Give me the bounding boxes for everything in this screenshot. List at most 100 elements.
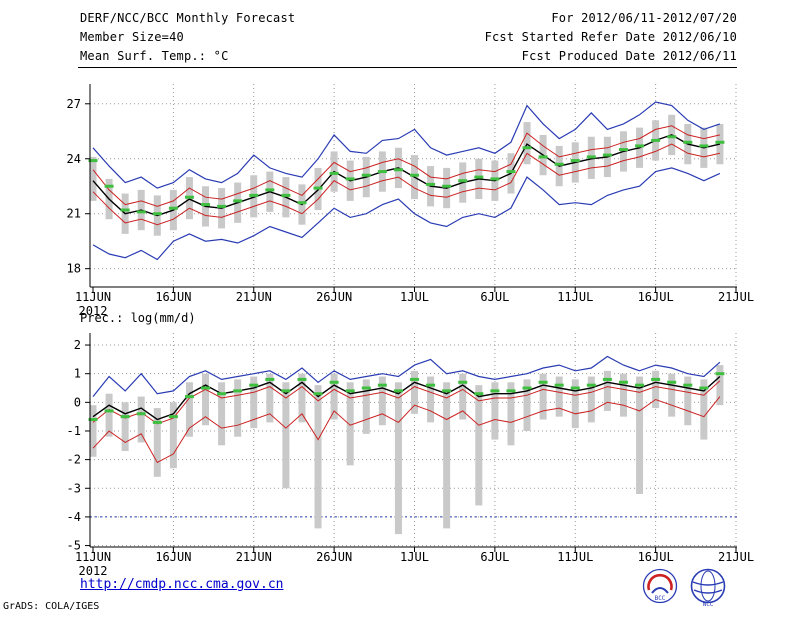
x-tick-label: 21JUL [718, 290, 754, 304]
lower-quartile [92, 143, 721, 226]
y-tick-label: 18 [67, 262, 81, 276]
y-tick-label: 1 [74, 367, 81, 381]
ensemble-spread-bar [507, 382, 515, 446]
ensemble-spread-bar [169, 402, 177, 469]
ensemble-spread-bar [250, 376, 258, 429]
ensemble-spread-bar [571, 379, 579, 429]
ensemble-spread-bar [266, 373, 274, 423]
produced-date-label: Fcst Produced Date 2012/06/11 [521, 49, 737, 63]
ensemble-min [92, 167, 721, 261]
ensemble-spread-bar [137, 396, 145, 443]
precipitation-plot: -5 -4 -3 -2 -1 0 1 2 11JUN 16JUN 21JUN 26JUN 1JUL 6JU… [67, 333, 754, 578]
ensemble-max [92, 355, 721, 397]
x-tick-label: 26JUN [316, 550, 352, 564]
bcc-logo-icon: BCC [642, 568, 678, 604]
ensemble-spread-bar [411, 370, 418, 414]
ensemble-spread-bar [427, 376, 435, 423]
ensemble-spread-bar [619, 373, 627, 417]
ncc-logo-icon: NCC [690, 568, 726, 608]
ensemble-spread-bar [523, 379, 531, 431]
ensemble-spread-bar [218, 382, 226, 446]
x-tick-year-label: 2012 [79, 304, 108, 318]
grads-credit: GrADS: COLA/IGES [3, 601, 100, 612]
bcc-logo-label: BCC [655, 595, 666, 602]
ensemble-spread-bar [459, 373, 467, 420]
ensemble-spread-bar [636, 376, 644, 495]
ensemble-spread-bar [716, 123, 724, 165]
ensemble-spread-bar [362, 379, 370, 434]
ensemble-spread-bar [282, 382, 290, 489]
ensemble-spread-bar [121, 402, 129, 452]
x-tick-label: 11JUN [75, 290, 111, 304]
x-tick-label: 21JUL [718, 550, 754, 564]
x-tick-label: 16JUN [155, 550, 191, 564]
x-tick-label: 11JUL [557, 550, 593, 564]
upper-quartile [92, 380, 721, 425]
x-tick-label: 1JUL [400, 290, 429, 304]
header-divider [78, 67, 737, 68]
temperature-chart-title: Mean Surf. Temp.: °C [80, 49, 229, 63]
ensemble-spread-bar [202, 373, 210, 426]
ensemble-spread-bar [700, 379, 708, 440]
ensemble-spread-bar [539, 373, 547, 420]
ensemble-spread-bar [105, 393, 113, 437]
x-tick-label: 16JUL [638, 290, 674, 304]
upper-quartile [92, 125, 721, 207]
y-tick-label: 2 [74, 338, 81, 352]
x-tick-label: 21JUN [236, 550, 272, 564]
page-title: DERF/NCC/BCC Monthly Forecast [80, 11, 296, 25]
ncc-logo-label: NCC [703, 601, 714, 608]
x-tick-label: 16JUN [155, 290, 191, 304]
x-tick-label: 1JUL [400, 550, 429, 564]
ensemble-spread-bar [587, 376, 595, 423]
ensemble-spread-bar [378, 376, 386, 426]
ensemble-spread-bar [298, 373, 306, 423]
ensemble-spread-bar [314, 385, 322, 529]
ensemble-spread-bar [443, 382, 451, 529]
ensemble-mean [92, 134, 721, 217]
forecast-date-range: For 2012/06/11-2012/07/20 [551, 11, 737, 25]
x-tick-label: 6JUL [480, 290, 509, 304]
y-tick-label: 27 [67, 97, 81, 111]
ensemble-spread-bar [716, 365, 724, 406]
ensemble-spread-bar [185, 382, 193, 437]
ensemble-spread-bar [684, 376, 692, 426]
y-tick-label: -5 [67, 539, 81, 553]
y-tick-label: -1 [67, 424, 81, 438]
y-tick-label: -2 [67, 453, 81, 467]
ensemble-spread-bar [555, 376, 563, 417]
y-tick-label: 24 [67, 152, 81, 166]
y-tick-label: 0 [74, 395, 81, 409]
ensemble-max [92, 101, 721, 189]
ensemble-spread-bar [603, 370, 611, 411]
ensemble-spread-bar [153, 408, 161, 477]
ensemble-spread-bar [234, 379, 242, 437]
y-tick-label: 21 [67, 207, 81, 221]
ensemble-spread-bar [491, 382, 499, 440]
x-tick-label: 26JUN [316, 290, 352, 304]
member-size-label: Member Size=40 [80, 30, 184, 44]
ensemble-spread-bar [330, 373, 338, 420]
y-tick-label: -3 [67, 481, 81, 495]
ensemble-spread-bar [89, 405, 97, 457]
ensemble-spread-bar [668, 373, 676, 417]
lower-quartile [92, 396, 721, 464]
x-tick-label: 21JUN [236, 290, 272, 304]
x-tick-label: 6JUL [480, 550, 509, 564]
ensemble-spread-bar [652, 370, 660, 409]
ensemble-spread-bar [346, 382, 354, 466]
ensemble-spread-bar [475, 385, 483, 506]
x-tick-label: 11JUN [75, 550, 111, 564]
refer-date-label: Fcst Started Refer Date 2012/06/10 [484, 30, 737, 44]
ensemble-spread-bar [523, 122, 531, 165]
ensemble-spread-bar [89, 156, 97, 201]
x-tick-label: 16JUL [638, 550, 674, 564]
precip-chart-title: Prec.: log(mm/d) [80, 311, 196, 325]
source-url-link[interactable]: http://cmdp.ncc.cma.gov.cn [80, 577, 284, 592]
x-tick-year-label: 2012 [79, 564, 108, 578]
mean-surface-temperature-plot: 18 21 24 27 11JUN 16JUN 21JUN 26JUN 1JUL 6JUL 11JU… [67, 84, 754, 318]
ensemble-spread-bar [394, 382, 402, 535]
y-tick-label: -4 [67, 510, 81, 524]
